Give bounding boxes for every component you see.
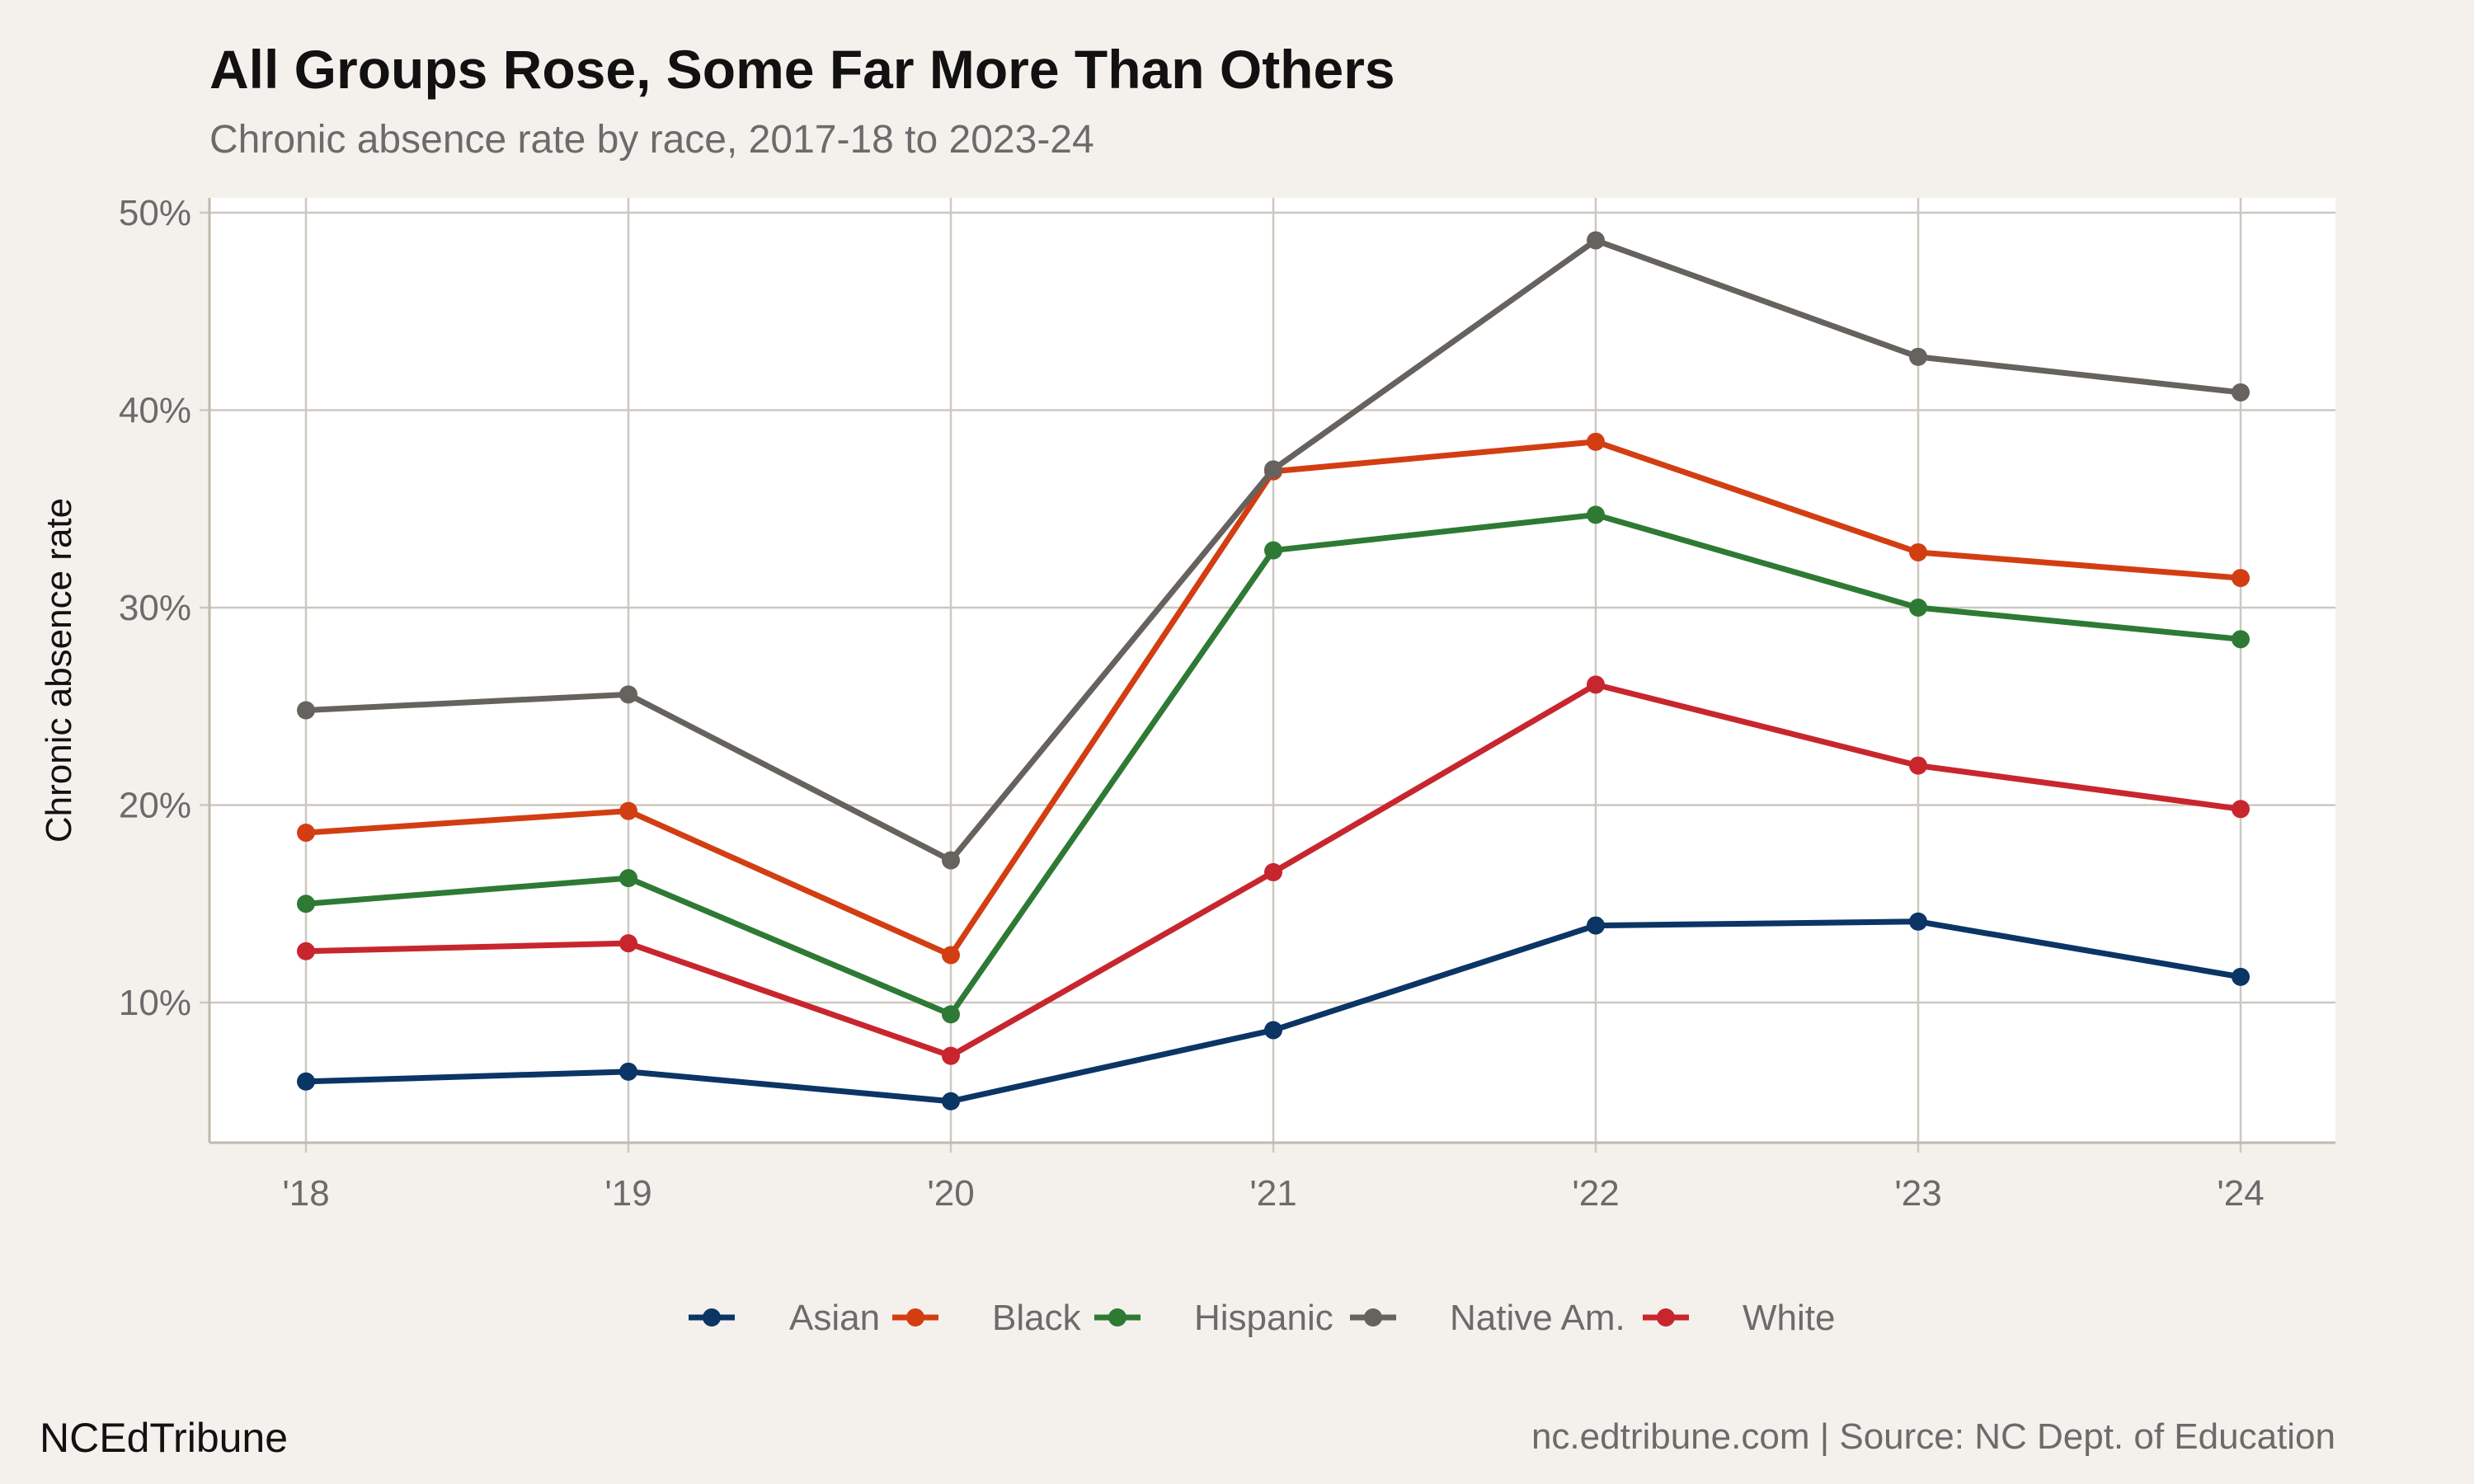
legend-key-point [1657, 1308, 1675, 1327]
data-point [1587, 231, 1605, 250]
legend-key-point [703, 1308, 721, 1327]
series-white [297, 675, 2250, 1065]
data-point [1909, 542, 1927, 561]
data-point [1909, 756, 1927, 775]
x-tick-label: '22 [1572, 1173, 1619, 1214]
axes: '18 '19 '20 '21 '22 '23 '24 10% 20% 30% 40% 50% Chro… [39, 193, 2335, 1214]
chart-title: All Groups Rose, Some Far More Than Othe… [209, 39, 1395, 100]
legend-label: Black [992, 1298, 1082, 1338]
data-point [1264, 862, 1282, 881]
data-point [297, 824, 315, 843]
data-point [2232, 383, 2250, 402]
legend-label: White [1743, 1298, 1835, 1338]
data-point [1264, 1021, 1282, 1040]
data-point [1909, 599, 1927, 617]
data-point [942, 851, 960, 870]
y-axis-title: Chronic absence rate [39, 498, 79, 843]
legend-label: Asian [789, 1298, 880, 1338]
data-point [297, 1072, 315, 1091]
data-point [619, 685, 637, 704]
brand-label: NCEdTribune [40, 1415, 289, 1461]
data-point [2232, 967, 2250, 986]
data-point [942, 1046, 960, 1065]
y-tick-label: 50% [119, 193, 191, 233]
legend-label: Hispanic [1194, 1298, 1333, 1338]
x-tick-label: '21 [1249, 1173, 1296, 1214]
legend: Asian Black Hispanic Native Am. White [689, 1298, 1835, 1338]
data-point [2232, 800, 2250, 819]
y-tick-label: 20% [119, 786, 191, 826]
data-point [2232, 630, 2250, 649]
x-tick-label: '20 [927, 1173, 974, 1214]
grid [200, 198, 2335, 1153]
source-note: nc.edtribune.com | Source: NC Dept. of E… [1531, 1416, 2335, 1457]
data-point [619, 869, 637, 888]
data-point [1587, 916, 1605, 935]
data-point [1264, 460, 1282, 479]
series-native-am [297, 231, 2250, 870]
x-tick-label: '19 [604, 1173, 651, 1214]
x-tick-label: '18 [282, 1173, 329, 1214]
data-point [942, 1005, 960, 1024]
legend-item: Native Am. [1350, 1298, 1625, 1338]
data-point [619, 801, 637, 820]
data-point [297, 942, 315, 960]
data-point [1909, 347, 1927, 366]
y-tick-label: 10% [119, 983, 191, 1023]
legend-item: Black [892, 1298, 1082, 1338]
data-point [619, 934, 637, 953]
legend-key-point [1108, 1308, 1126, 1327]
data-point [942, 1092, 960, 1111]
data-point [1264, 541, 1282, 560]
data-point [619, 1062, 637, 1081]
x-tick-label: '24 [2217, 1173, 2264, 1214]
legend-item: Asian [689, 1298, 880, 1338]
data-point [942, 946, 960, 965]
chart-subtitle: Chronic absence rate by race, 2017-18 to… [209, 118, 1094, 162]
data-point [1587, 505, 1605, 524]
legend-label: Native Am. [1450, 1298, 1625, 1338]
y-tick-label: 40% [119, 391, 191, 431]
data-point [297, 895, 315, 913]
legend-item: Hispanic [1094, 1298, 1333, 1338]
series-asian [297, 912, 2250, 1111]
data-point [1587, 432, 1605, 451]
data-point [1909, 912, 1927, 931]
data-point [297, 701, 315, 720]
series-hispanic [297, 505, 2250, 1024]
data-point [2232, 569, 2250, 588]
data-point [1587, 675, 1605, 694]
y-tick-label: 30% [119, 588, 191, 628]
legend-key-point [1364, 1308, 1382, 1327]
series-lines [297, 231, 2250, 1111]
legend-key-point [906, 1308, 924, 1327]
x-tick-label: '23 [1894, 1173, 1941, 1214]
legend-item: White [1643, 1298, 1835, 1338]
